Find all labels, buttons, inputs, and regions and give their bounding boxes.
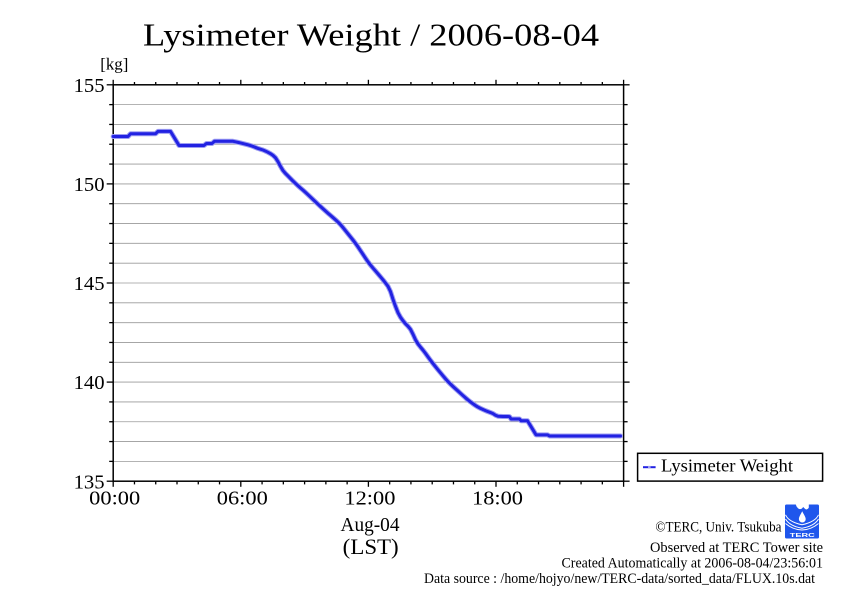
svg-text:Lysimeter Weight: Lysimeter Weight — [661, 456, 793, 476]
svg-text:135: 135 — [74, 471, 105, 493]
svg-text:145: 145 — [74, 273, 105, 295]
svg-text:Aug-04: Aug-04 — [341, 515, 400, 536]
svg-text:(LST): (LST) — [343, 534, 399, 559]
svg-text:06:00: 06:00 — [217, 487, 268, 509]
svg-text:©TERC, Univ. Tsukuba: ©TERC, Univ. Tsukuba — [656, 520, 782, 536]
svg-text:12:00: 12:00 — [344, 487, 395, 509]
svg-text:150: 150 — [74, 174, 105, 196]
svg-text:[kg]: [kg] — [100, 55, 128, 74]
svg-text:155: 155 — [74, 75, 105, 97]
svg-text:00:00: 00:00 — [89, 487, 140, 509]
svg-text:140: 140 — [74, 372, 105, 394]
svg-text:Lysimeter Weight / 2006-08-04: Lysimeter Weight / 2006-08-04 — [143, 17, 599, 53]
svg-text:Observed at TERC Tower site: Observed at TERC Tower site — [650, 540, 823, 556]
svg-text:Data source : /home/hojyo/new/: Data source : /home/hojyo/new/TERC-data/… — [424, 571, 815, 587]
svg-text:Created Automatically at 2006-: Created Automatically at 2006-08-04/23:5… — [562, 555, 824, 571]
svg-text:TERC: TERC — [790, 533, 816, 539]
svg-text:18:00: 18:00 — [472, 487, 523, 509]
